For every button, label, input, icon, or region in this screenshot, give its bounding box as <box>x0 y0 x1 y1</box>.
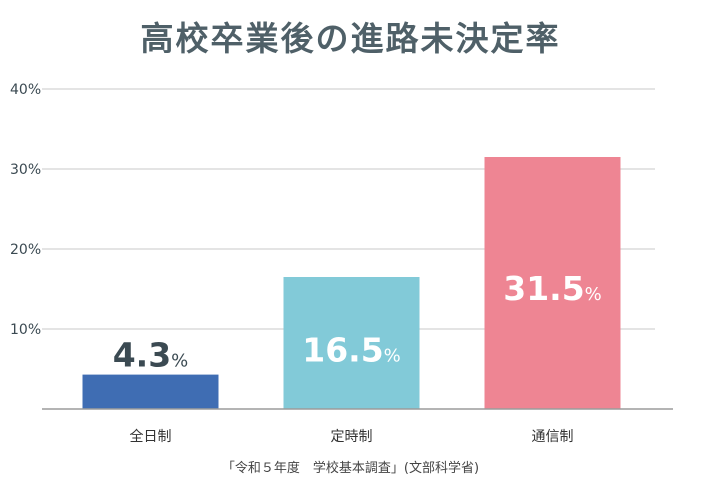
data-label-value: 4.3 <box>113 336 171 375</box>
bar <box>484 157 621 409</box>
data-label: 4.3% <box>113 336 189 375</box>
data-label-value: 16.5 <box>302 331 383 370</box>
bar <box>283 277 420 409</box>
data-labels: 4.3% 16.5%31.5% <box>113 269 602 375</box>
bars <box>82 157 621 409</box>
x-tick-label: 定時制 <box>331 429 373 445</box>
x-axis: 全日制 定時制 通信制 <box>130 428 574 445</box>
x-tick-label: 通信制 <box>532 429 574 445</box>
data-label: 31.5% <box>503 269 602 308</box>
chart-title: 高校卒業後の進路未決定率 <box>140 19 561 58</box>
y-tick-label: 10% <box>10 322 41 338</box>
x-tick-label: 全日制 <box>130 428 172 445</box>
y-tick-label: 30% <box>10 162 41 178</box>
data-label: 16.5% <box>302 331 401 370</box>
y-tick-label: 40% <box>10 82 41 98</box>
data-label-unit: % <box>171 351 188 372</box>
data-label-unit: % <box>384 346 401 367</box>
y-axis: 40% 30% 20% 10% <box>10 82 41 338</box>
source-note: 「令和５年度 学校基本調査」(文部科学省) <box>221 461 480 476</box>
data-label-value: 31.5 <box>503 269 584 308</box>
data-label-unit: % <box>585 284 602 305</box>
y-tick-label: 20% <box>10 242 41 258</box>
bar <box>82 374 219 409</box>
